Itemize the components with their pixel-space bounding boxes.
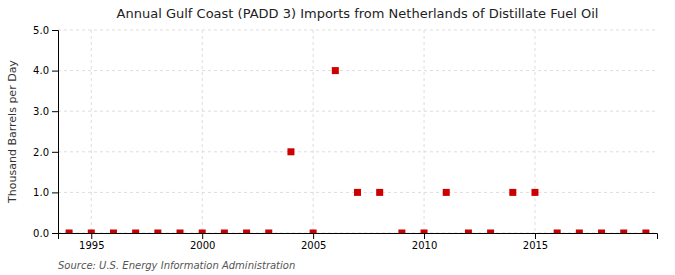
grid-line bbox=[313, 30, 314, 233]
plot-area: 1995 2000 2005 2010 2015 0.0 1.0 2.0 3.0 4.0 5.0 bbox=[33, 25, 657, 251]
y-tick-label: 2.0 bbox=[33, 147, 49, 158]
point bbox=[332, 67, 339, 74]
grid-line bbox=[91, 30, 92, 233]
point bbox=[221, 230, 228, 234]
x-tick-label: 2005 bbox=[301, 240, 326, 251]
y-tick-label: 1.0 bbox=[33, 187, 49, 198]
grid-line bbox=[58, 70, 657, 71]
y-tick-label: 5.0 bbox=[33, 25, 49, 36]
chart: 1995 2000 2005 2010 2015 0.0 1.0 2.0 3.0 4.0 5.0 An… bbox=[0, 0, 675, 275]
y-tick-mark bbox=[52, 233, 58, 234]
y-axis: 0.0 1.0 2.0 3.0 4.0 5.0 bbox=[33, 25, 58, 239]
x-tick: 2000 bbox=[190, 233, 215, 251]
point bbox=[110, 230, 117, 234]
x-tick-mark bbox=[91, 233, 92, 239]
y-tick: 3.0 bbox=[33, 106, 58, 117]
y-tick: 0.0 bbox=[33, 228, 58, 239]
y-tick-label: 0.0 bbox=[33, 228, 49, 239]
x-axis-line bbox=[59, 234, 658, 240]
point bbox=[642, 230, 649, 234]
y-tick-mark bbox=[52, 192, 58, 193]
point bbox=[598, 230, 605, 234]
point bbox=[487, 230, 494, 234]
grid-line bbox=[202, 30, 203, 233]
point bbox=[199, 230, 206, 234]
point bbox=[88, 230, 95, 234]
y-tick: 2.0 bbox=[33, 147, 58, 158]
point bbox=[376, 189, 383, 196]
point bbox=[443, 189, 450, 196]
x-tick-mark bbox=[535, 233, 536, 239]
points bbox=[66, 67, 650, 233]
y-tick-mark bbox=[52, 30, 58, 31]
grid-line bbox=[58, 151, 657, 152]
x-tick: 2010 bbox=[412, 233, 437, 251]
x-tick-mark bbox=[424, 233, 425, 239]
point bbox=[398, 230, 405, 234]
x-tick-label: 2000 bbox=[190, 240, 215, 251]
y-tick: 1.0 bbox=[33, 187, 58, 198]
source-note: Source: U.S. Energy Information Administ… bbox=[58, 260, 295, 271]
x-axis: 1995 2000 2005 2010 2015 bbox=[59, 233, 658, 251]
point bbox=[265, 230, 272, 234]
x-tick-label: 1995 bbox=[79, 240, 104, 251]
y-tick-mark bbox=[52, 111, 58, 112]
grid-line bbox=[424, 30, 425, 233]
point bbox=[531, 189, 538, 196]
y-tick-mark bbox=[52, 152, 58, 153]
point bbox=[132, 230, 139, 234]
point bbox=[310, 230, 317, 234]
point bbox=[154, 230, 161, 234]
grid bbox=[58, 30, 657, 233]
point bbox=[576, 230, 583, 234]
point bbox=[243, 230, 250, 234]
title: Annual Gulf Coast (PADD 3) Imports from … bbox=[117, 6, 599, 21]
point bbox=[509, 189, 516, 196]
point bbox=[554, 230, 561, 234]
x-tick-label: 2010 bbox=[412, 240, 437, 251]
point bbox=[465, 230, 472, 234]
y-tick: 4.0 bbox=[33, 65, 58, 76]
y-tick-mark bbox=[52, 71, 58, 72]
x-tick-mark bbox=[202, 233, 203, 239]
point bbox=[421, 230, 428, 234]
x-tick-mark bbox=[313, 233, 314, 239]
grid-line bbox=[534, 30, 535, 233]
point bbox=[620, 230, 627, 234]
y-tick-label: 3.0 bbox=[33, 106, 49, 117]
x-tick: 1995 bbox=[79, 233, 104, 251]
y-tick-label: 4.0 bbox=[33, 65, 49, 76]
point bbox=[66, 230, 73, 234]
point bbox=[177, 230, 184, 234]
grid-line bbox=[58, 30, 657, 31]
y-axis-title: Thousand Barrels per Day bbox=[6, 60, 19, 204]
y-tick: 5.0 bbox=[33, 25, 58, 36]
point bbox=[287, 148, 294, 155]
x-tick-label: 2015 bbox=[523, 240, 548, 251]
point bbox=[354, 189, 361, 196]
x-tick: 2005 bbox=[301, 233, 326, 251]
x-tick: 2015 bbox=[523, 233, 548, 251]
grid-line bbox=[58, 111, 657, 112]
y-axis-line bbox=[52, 31, 59, 234]
